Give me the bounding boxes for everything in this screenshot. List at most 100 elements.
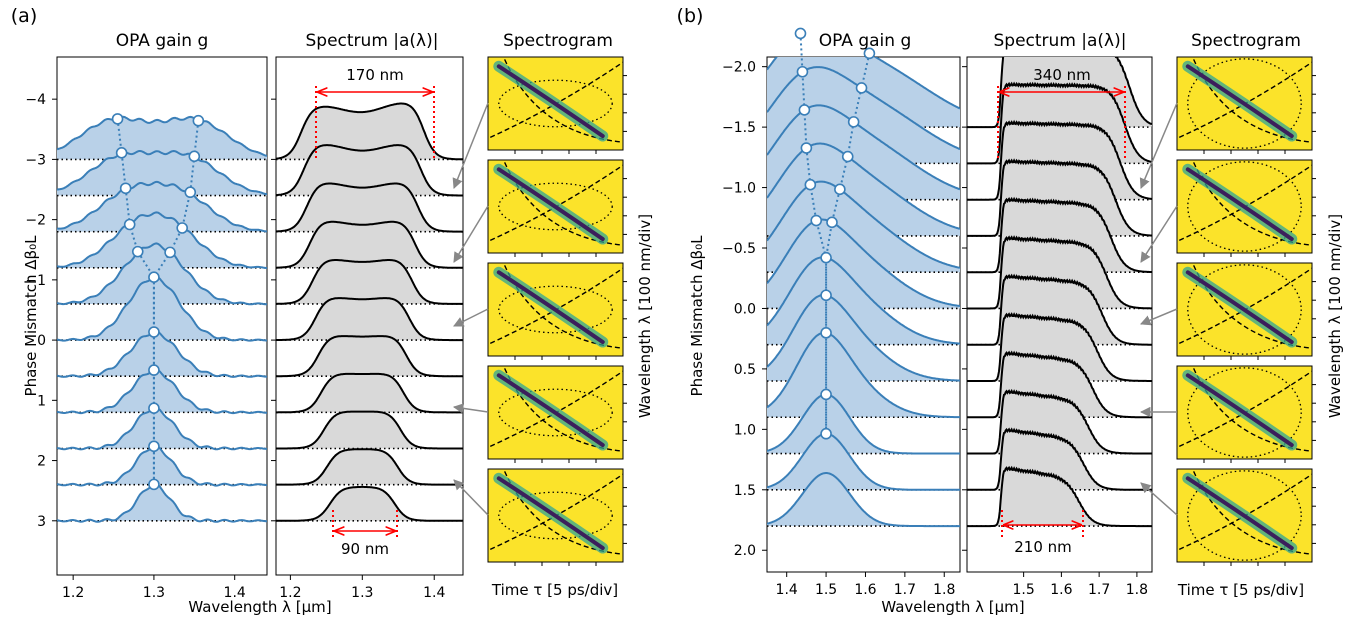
a-gain-xtick-label: 1.2 — [62, 585, 84, 601]
b-gain-trace-10 — [767, 432, 960, 491]
b-spectrogram-4-phase-match-contour — [1187, 367, 1302, 458]
b-peak-marker — [804, 178, 817, 191]
a-gain-fill-6 — [57, 331, 267, 377]
a-peak-marker — [148, 478, 160, 491]
b-peak-marker — [798, 104, 811, 116]
a-spectrogram-pointer-3 — [453, 308, 489, 327]
a-gain-trace-2 — [57, 180, 267, 233]
a-peak-marker — [188, 150, 201, 163]
b-spectrum-trace-5 — [967, 235, 1152, 310]
a-90-label: 90 nm — [341, 540, 389, 558]
b-340-label: 340 nm — [1033, 66, 1091, 84]
a-spectrum-fill-8 — [276, 411, 463, 449]
b-spectrum-trace-1 — [967, 81, 1152, 165]
a-peak-marker — [148, 402, 160, 414]
a-gain-ytick-label: 0 — [37, 333, 46, 349]
a-peak-marker — [148, 271, 160, 284]
a-gain-fill-4 — [57, 243, 267, 305]
b-gain-trace-11 — [767, 472, 960, 528]
a-spectrum-fill-7 — [276, 373, 463, 413]
a-spectrogram-pointer-2 — [453, 205, 489, 263]
b-gain-trace-5 — [767, 218, 960, 308]
b-peak-marker — [847, 116, 860, 128]
b-spectrogram-pointer-2 — [1140, 205, 1178, 263]
a-spectrum-trace-3 — [276, 220, 463, 269]
b-spectrum-trace-2 — [967, 119, 1152, 201]
b-gain-trace-4 — [767, 180, 960, 269]
b-spectrogram-1 — [1176, 56, 1316, 154]
a-peak-marker — [111, 113, 124, 125]
b-peak-marker — [820, 388, 832, 401]
a-spectrogram-5-frame — [487, 468, 624, 563]
a-gain-ytick-label: −1 — [25, 273, 46, 289]
a-spectrum-trace-5 — [276, 297, 463, 342]
a-spectrogram-title: Spectrogram — [503, 31, 613, 51]
b-gain-ytick-label: −1.5 — [722, 120, 756, 136]
a-spectrum-xtick-label: 1.3 — [351, 585, 373, 601]
a-gain-fill-3 — [57, 212, 267, 268]
b-gain-trace-3 — [767, 142, 960, 230]
b-spectrogram-3-phase-match-contour — [1187, 264, 1302, 355]
a-gain-fill-2 — [57, 181, 267, 232]
a-spectrogram-pointer-4 — [452, 403, 489, 414]
b-spectrogram-3 — [1176, 262, 1316, 360]
b-spectrum: 1.5 1.6 1.7 1.8 340 nm 210 nm — [962, 56, 1153, 598]
b-spectrogram-5 — [1176, 468, 1316, 566]
a-spectrum-fill-3 — [276, 221, 463, 268]
a-gain-ytick-label: 1 — [37, 393, 46, 409]
b-spectrogram-xlabel: Time τ [5 ps/div] — [1177, 581, 1304, 599]
a-gain-trace-1 — [57, 149, 267, 196]
b-spectrogram-pointer-1 — [1139, 102, 1178, 189]
a-gain-trace-8 — [57, 406, 267, 451]
a-gain-fill-5 — [57, 276, 267, 341]
b-spectrogram-ylabel: Wavelength λ [100 nm/div] — [1326, 214, 1344, 418]
b-spectrogram-4 — [1176, 365, 1316, 463]
a-gain-ytick-label: −4 — [25, 92, 46, 108]
b-spectrum-xtick-label: 1.7 — [1088, 582, 1110, 598]
a-gain-ytick-label: 3 — [37, 514, 46, 530]
a-spectrogram-pointer-1 — [452, 102, 489, 189]
b-spectrogram-title: Spectrogram — [1191, 31, 1301, 51]
a-gain-xtick-label: 1.3 — [143, 585, 165, 601]
a-spectrum-title: Spectrum |a(λ)| — [306, 31, 439, 51]
a-gain-trace-10 — [57, 482, 267, 523]
b-spectrogram-pointer-3 — [1140, 308, 1178, 326]
b-ylabel: Phase Mismatch Δβ₀L — [688, 235, 706, 397]
b-spectrogram-4-trace — [1185, 373, 1294, 448]
a-spectrogram-5 — [487, 468, 627, 566]
a-xlabel: Wavelength λ [μm] — [188, 598, 331, 616]
b-gain-ytick-label: 0.5 — [734, 362, 756, 378]
a-peak-marker — [192, 114, 205, 127]
a-gain-fill-0 — [57, 116, 267, 160]
a-spectrum-fill-2 — [276, 183, 463, 232]
a-spectrum-fill-5 — [276, 298, 463, 341]
b-peak-marker — [841, 150, 854, 163]
b-gain-trace-8 — [767, 331, 960, 419]
b-gain-fill-11 — [767, 473, 960, 527]
a-spectrogram-5-phase-match-contour — [498, 491, 613, 540]
a-gain-ytick-label: 2 — [37, 454, 46, 470]
b-spectrogram-5-frame — [1176, 468, 1313, 563]
b-gain-ytick-label: 2.0 — [734, 543, 756, 559]
b-gain-ytick-label: 0.0 — [734, 301, 756, 317]
a-gain-fill-9 — [57, 445, 267, 486]
a-spectrogram-4-trace — [496, 373, 605, 448]
a-spectrogram-1-phase-match-contour — [498, 79, 613, 128]
a-spectrum-trace-9 — [276, 448, 463, 486]
a-spectrum-trace-10 — [276, 485, 463, 522]
b-spectrum-trace-7 — [967, 312, 1152, 382]
a-peak-marker — [123, 218, 136, 231]
b-spectrum-xtick-label: 1.5 — [1012, 582, 1034, 598]
a-gain-trace-6 — [57, 330, 267, 378]
b-spectrogram-pointer-5 — [1140, 482, 1178, 516]
a-spectrum-trace-7 — [276, 372, 463, 414]
a-spectrogram-3-phase-match-contour — [498, 285, 613, 334]
a-spectrum-trace-2 — [276, 182, 463, 233]
a-spectrogram-ylabel: Wavelength λ [100 nm/div] — [636, 214, 654, 418]
a-gain-trace-0 — [57, 115, 267, 157]
a-gain-ytick-label: −2 — [25, 213, 46, 229]
a-spectrogram-4 — [487, 365, 627, 463]
a-spectrum-xtick-label: 1.4 — [423, 585, 445, 601]
a-spectrogram-2-trace — [496, 167, 605, 242]
